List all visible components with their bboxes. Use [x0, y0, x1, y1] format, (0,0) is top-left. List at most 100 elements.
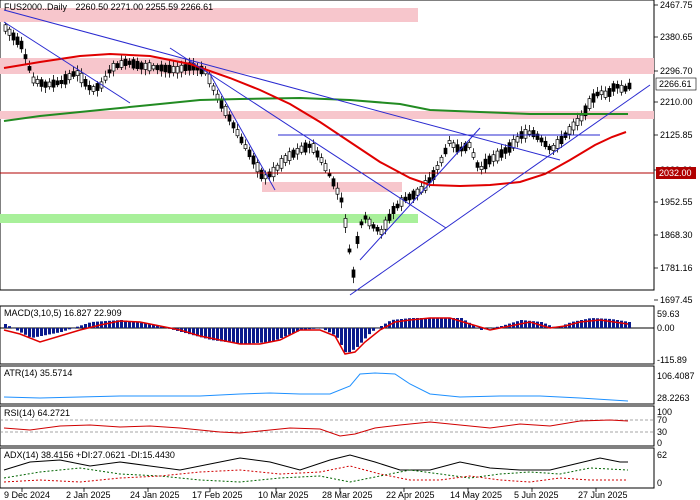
- candle-body: [547, 145, 552, 151]
- candle-body: [39, 79, 44, 87]
- candle-body: [383, 219, 388, 230]
- macd-bar: [320, 328, 323, 329]
- candle-body: [83, 79, 88, 87]
- date-tick-label: 14 May 2025: [450, 490, 502, 500]
- macd-bar: [336, 328, 339, 338]
- candle-body: [11, 32, 16, 41]
- trend-line: [209, 73, 276, 191]
- candle-body: [63, 74, 68, 85]
- candle-body: [51, 79, 56, 88]
- candle-body: [267, 171, 272, 178]
- candle-body: [567, 126, 572, 135]
- macd-bar: [408, 318, 411, 328]
- level-price-label: 2032.00: [659, 168, 692, 178]
- candle-body: [495, 150, 500, 162]
- macd-bar: [572, 321, 575, 328]
- macd-bar: [68, 328, 71, 330]
- atr-tick: 106.4087: [657, 371, 695, 381]
- macd-bar: [36, 328, 39, 337]
- level-price-box: [656, 167, 696, 179]
- macd-bar: [372, 328, 375, 331]
- macd-bar: [40, 328, 43, 336]
- candle-body: [239, 136, 244, 144]
- macd-bar: [436, 318, 439, 328]
- candle-body: [55, 80, 60, 86]
- macd-bar: [72, 328, 75, 329]
- macd-bar: [360, 328, 363, 343]
- macd-bar: [264, 328, 267, 343]
- adx-panel: [0, 447, 655, 489]
- macd-bar: [328, 328, 331, 333]
- candle-body: [295, 148, 300, 155]
- date-tick-label: 22 Apr 2025: [386, 490, 435, 500]
- candle-body: [7, 28, 12, 36]
- macd-bar: [468, 322, 471, 328]
- candle-body: [367, 218, 372, 227]
- candle-body: [287, 151, 292, 161]
- candle-body: [115, 63, 120, 69]
- macd-bar: [268, 328, 271, 343]
- macd-bar: [628, 322, 631, 328]
- macd-bar: [608, 318, 611, 328]
- candle-body: [107, 69, 112, 74]
- candle-body: [559, 135, 564, 145]
- candle-body: [507, 142, 512, 153]
- candle-body: [159, 64, 164, 72]
- candle-body: [211, 85, 216, 91]
- candle-body: [415, 188, 420, 196]
- price-axis: 2467.752380.652296.702210.002125.852039.…: [654, 0, 693, 305]
- macd-bar: [296, 328, 299, 332]
- date-tick-label: 24 Jan 2025: [130, 490, 180, 500]
- price-tick-label: 2210.00: [660, 97, 693, 107]
- rsi-label: RSI(14) 64.2721: [4, 408, 70, 418]
- candle-body: [375, 226, 380, 232]
- candlesticks: [3, 22, 632, 284]
- date-axis: 9 Dec 2024 2 Jan 2025 24 Jan 2025 17 Feb 20…: [4, 488, 628, 500]
- macd-bar: [124, 320, 127, 328]
- macd-bar: [224, 328, 227, 342]
- candle-body: [135, 60, 140, 69]
- macd-bar: [256, 328, 259, 343]
- macd-bar: [392, 319, 395, 328]
- macd-bar: [456, 318, 459, 328]
- macd-bar: [132, 321, 135, 328]
- macd-bar: [400, 319, 403, 328]
- candle-body: [411, 190, 416, 200]
- macd-bar: [192, 328, 195, 336]
- candle-body: [47, 81, 52, 88]
- candle-body: [87, 84, 92, 91]
- candle-body: [75, 70, 80, 76]
- macd-bar: [260, 328, 263, 343]
- candle-body: [235, 129, 240, 137]
- macd-histogram: [4, 318, 631, 353]
- candle-body: [627, 82, 632, 90]
- price-tick-label: 2380.65: [660, 32, 693, 42]
- macd-bar: [344, 328, 347, 353]
- candle-body: [543, 140, 548, 148]
- candle-body: [3, 24, 8, 32]
- candle-body: [151, 65, 156, 70]
- macd-bar: [88, 322, 91, 328]
- candle-body: [167, 64, 172, 74]
- candle-body: [43, 81, 48, 88]
- candle-body: [175, 66, 180, 74]
- macd-bar: [368, 328, 371, 335]
- macd-bar: [416, 318, 419, 328]
- trend-line: [349, 84, 651, 296]
- atr-panel: [0, 365, 655, 405]
- candle-body: [551, 145, 556, 151]
- candle-body: [391, 205, 396, 215]
- macd-bar: [412, 318, 415, 328]
- macd-bar: [396, 319, 399, 328]
- current-price-box: [655, 77, 697, 91]
- macd-bar: [128, 321, 131, 328]
- plus-di-line: [3, 467, 629, 483]
- macd-bar: [248, 328, 251, 344]
- candle-body: [439, 156, 444, 164]
- macd-bar: [404, 318, 407, 328]
- date-tick-label: 5 Jun 2025: [514, 490, 559, 500]
- macd-bar: [460, 318, 463, 328]
- rsi-tick: 0: [657, 438, 662, 448]
- rsi-line: [3, 419, 629, 437]
- macd-bar: [144, 323, 147, 328]
